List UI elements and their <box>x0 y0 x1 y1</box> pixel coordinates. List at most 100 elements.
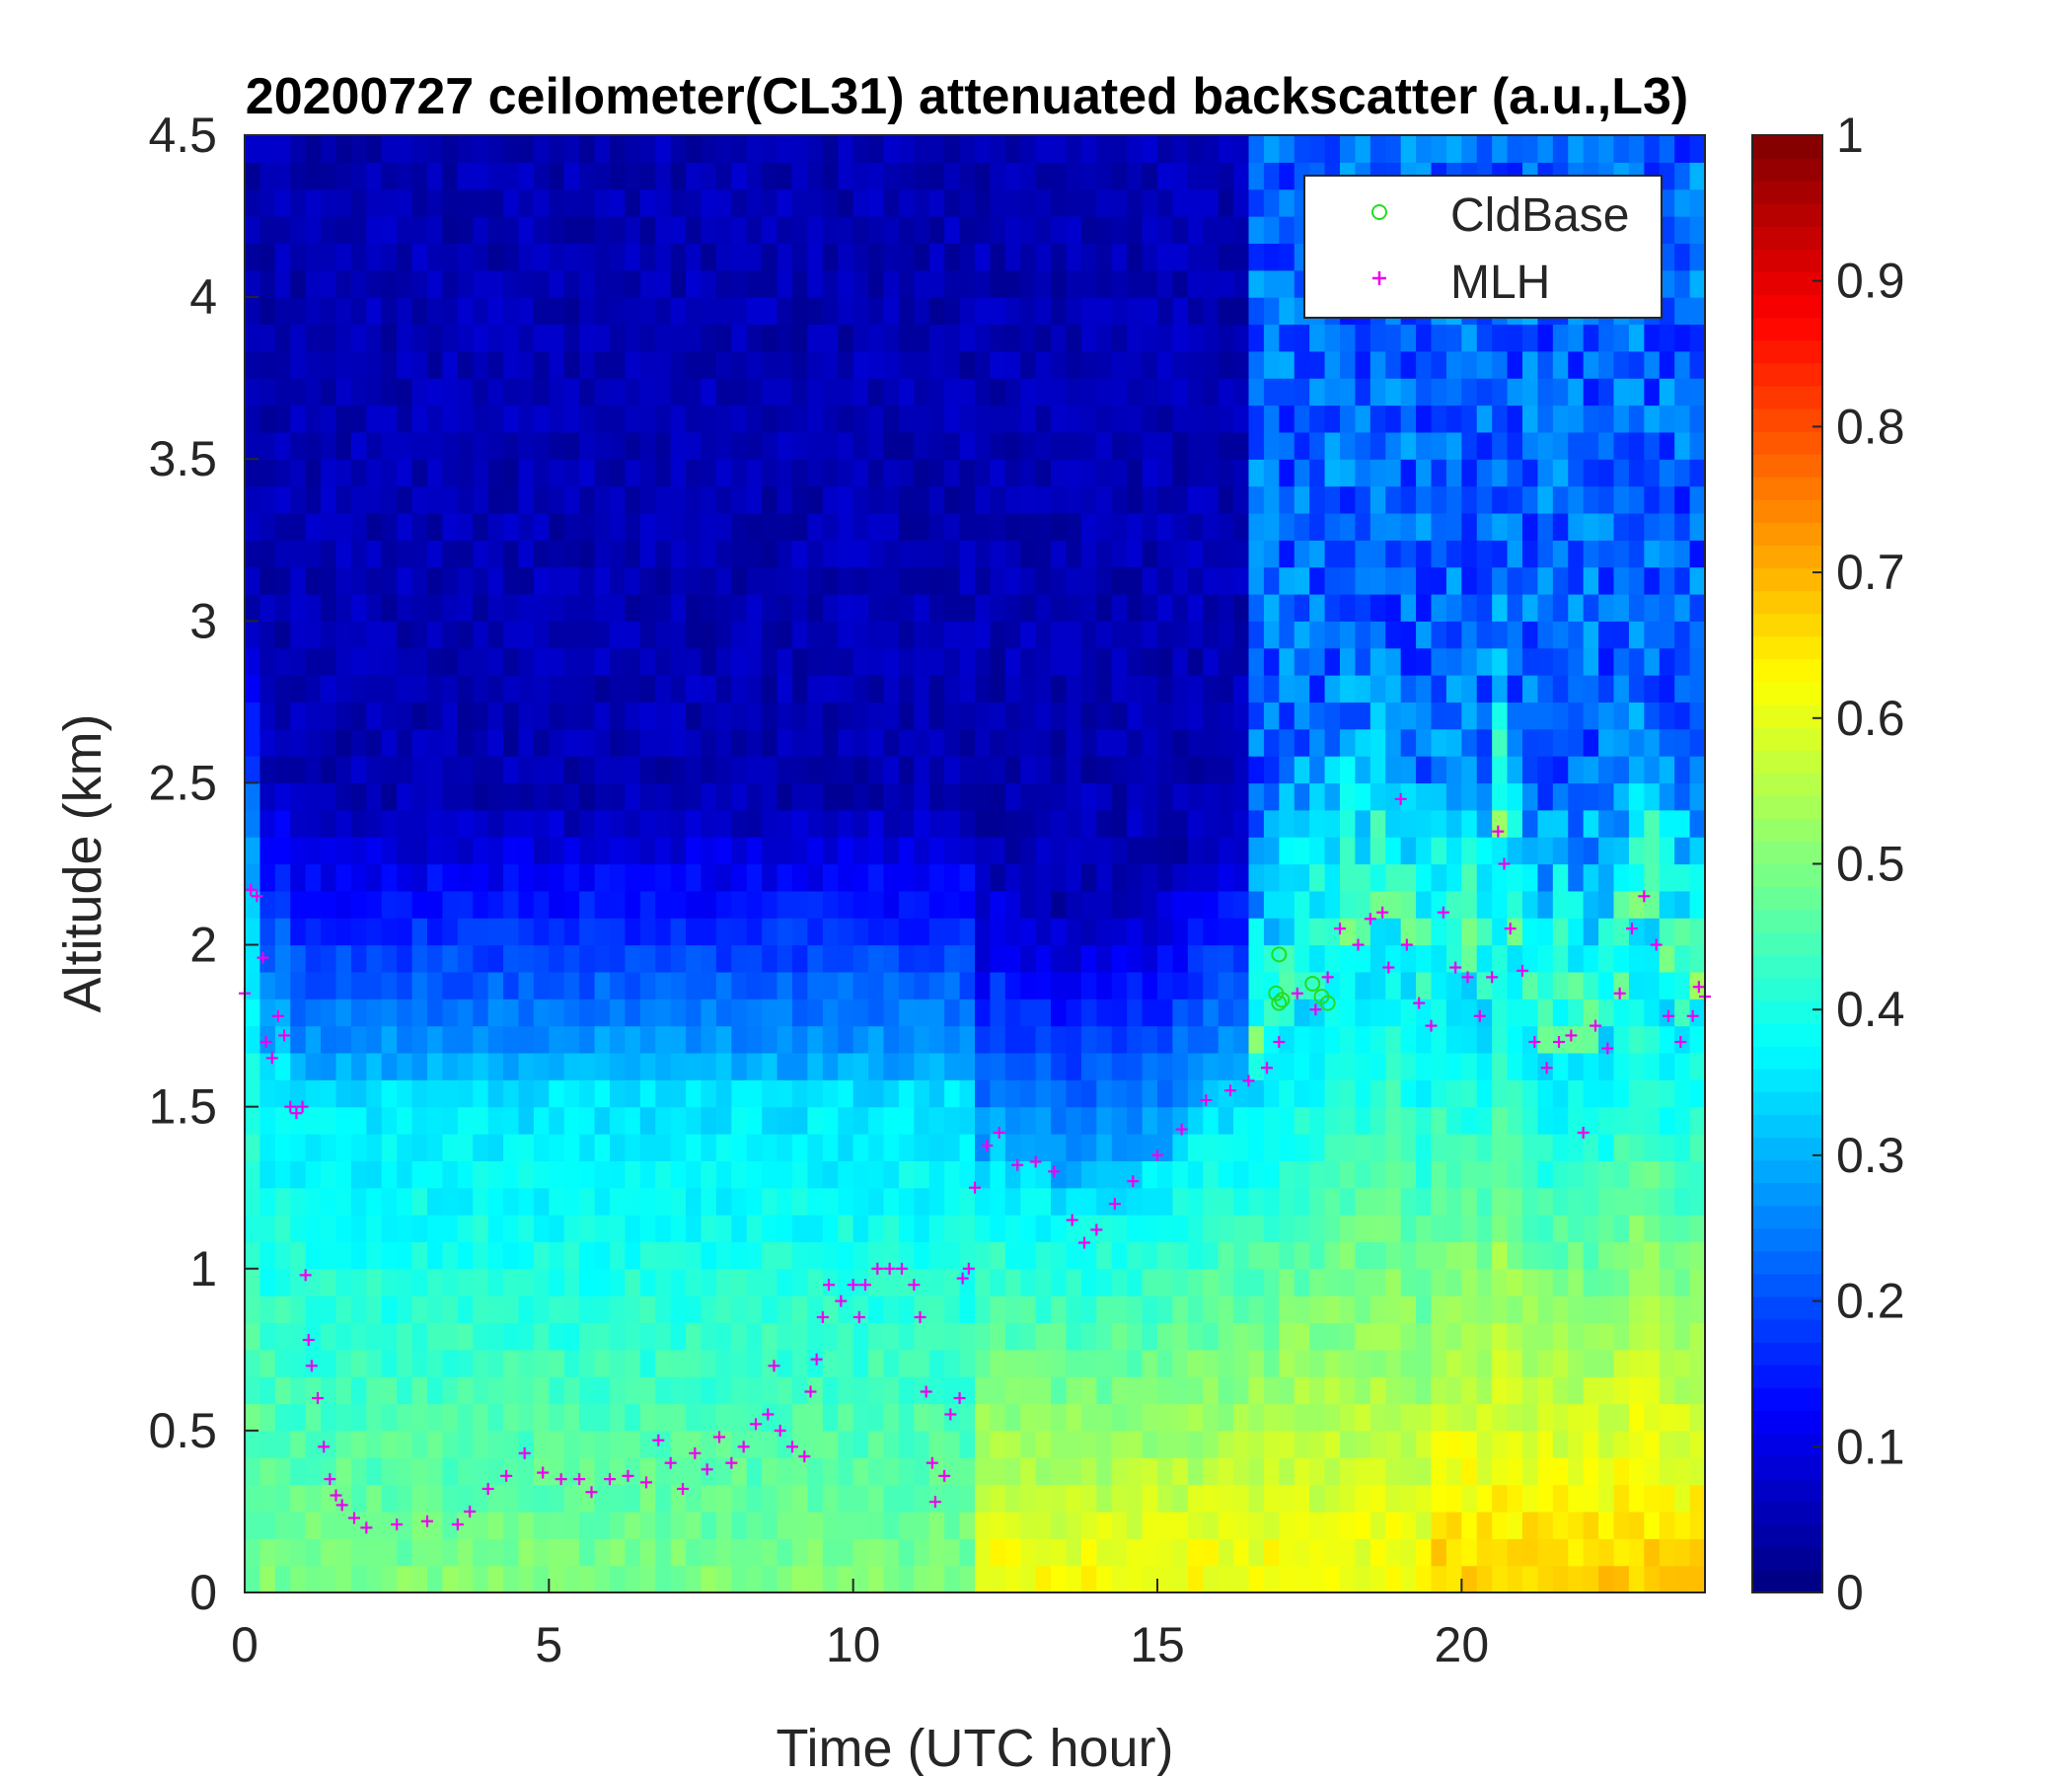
heatmap-cell <box>852 269 869 298</box>
heatmap-cell <box>686 1025 703 1054</box>
heatmap-cell <box>487 1565 504 1593</box>
heatmap-cell <box>1340 1106 1357 1135</box>
heatmap-cell <box>1492 1215 1509 1243</box>
heatmap-cell <box>1157 1160 1174 1189</box>
heatmap-cell <box>1248 297 1265 326</box>
heatmap-cell <box>1507 999 1523 1027</box>
heatmap-cell <box>990 405 1006 433</box>
heatmap-cell <box>655 756 672 784</box>
heatmap-cell <box>563 1376 580 1405</box>
heatmap-cell <box>822 1457 839 1486</box>
heatmap-cell <box>639 890 656 919</box>
heatmap-cell <box>457 1025 474 1054</box>
heatmap-cell <box>1263 782 1280 811</box>
heatmap-cell <box>366 809 383 838</box>
heatmap-cell <box>990 1268 1006 1296</box>
heatmap-cell <box>1537 1079 1554 1108</box>
heatmap-cell <box>746 431 763 460</box>
heatmap-cell <box>442 1322 459 1351</box>
heatmap-cell <box>1552 809 1569 838</box>
heatmap-cell <box>746 890 763 919</box>
heatmap-cell <box>1355 405 1371 433</box>
heatmap-cell <box>944 971 961 999</box>
heatmap-cell <box>1568 135 1585 163</box>
heatmap-cell <box>335 459 352 487</box>
heatmap-cell <box>1583 1538 1599 1567</box>
heatmap-cell <box>1628 999 1645 1027</box>
heatmap-cell <box>746 350 763 379</box>
heatmap-cell <box>701 971 717 999</box>
heatmap-cell <box>746 1430 763 1458</box>
heatmap-cell <box>1172 1376 1189 1405</box>
heatmap-cell <box>594 728 611 757</box>
heatmap-cell <box>259 243 276 271</box>
heatmap-cell <box>746 1106 763 1135</box>
heatmap-cell <box>1111 1430 1128 1458</box>
heatmap-cell <box>914 378 930 407</box>
heatmap-cell <box>1461 1079 1478 1108</box>
heatmap-cell <box>1203 756 1220 784</box>
heatmap-cell <box>321 809 337 838</box>
heatmap-cell <box>1324 1134 1341 1161</box>
heatmap-cell <box>1142 297 1158 326</box>
heatmap-cell <box>1218 1160 1234 1189</box>
heatmap-cell <box>777 1134 793 1161</box>
heatmap-cell <box>1233 971 1250 999</box>
heatmap-cell <box>792 621 809 649</box>
heatmap-cell <box>1218 647 1234 676</box>
heatmap-cell <box>1522 1538 1539 1567</box>
heatmap-cell <box>1628 756 1645 784</box>
heatmap-cell <box>777 485 793 514</box>
heatmap-cell <box>959 809 976 838</box>
heatmap-cell <box>1431 1511 1447 1539</box>
heatmap-cell <box>975 540 992 568</box>
heatmap-cell <box>715 324 732 352</box>
heatmap-cell <box>579 728 596 757</box>
heatmap-cell <box>639 918 656 946</box>
heatmap-cell <box>1613 1079 1630 1108</box>
heatmap-cell <box>1507 1511 1523 1539</box>
heatmap-cell <box>1142 135 1158 163</box>
heatmap-cell <box>549 944 565 973</box>
heatmap-cell <box>838 216 854 245</box>
heatmap-cell <box>715 918 732 946</box>
heatmap-cell <box>1628 675 1645 703</box>
heatmap-cell <box>1248 1241 1265 1270</box>
heatmap-cell <box>1066 756 1082 784</box>
heatmap-cell <box>503 1349 520 1377</box>
heatmap-cell <box>1324 1430 1341 1458</box>
heatmap-cell <box>1628 1295 1645 1324</box>
heatmap-cell <box>1598 890 1615 919</box>
heatmap-cell <box>1218 216 1234 245</box>
heatmap-cell <box>427 647 444 676</box>
heatmap-cell <box>975 1241 992 1270</box>
heatmap-cell <box>549 459 565 487</box>
heatmap-cell <box>852 297 869 326</box>
heatmap-cell <box>1080 1565 1097 1593</box>
heatmap-cell <box>975 431 992 460</box>
heatmap-cell <box>1248 1295 1265 1324</box>
heatmap-cell <box>1263 863 1280 892</box>
heatmap-cell <box>579 1187 596 1216</box>
heatmap-cell <box>1628 431 1645 460</box>
heatmap-cell <box>411 243 428 271</box>
heatmap-cell <box>670 485 687 514</box>
heatmap-cell <box>1385 621 1402 649</box>
heatmap-cell <box>1020 378 1037 407</box>
heatmap-cell <box>1127 1187 1144 1216</box>
heatmap-cell <box>944 1430 961 1458</box>
heatmap-cell <box>290 809 307 838</box>
heatmap-cell <box>686 405 703 433</box>
heatmap-cell <box>381 1322 398 1351</box>
heatmap-cell <box>1568 1295 1585 1324</box>
heatmap-cell <box>1142 324 1158 352</box>
heatmap-cell <box>1279 1079 1295 1108</box>
heatmap-cell <box>1020 621 1037 649</box>
heatmap-cell <box>1051 1134 1068 1161</box>
heatmap-cell <box>442 1403 459 1432</box>
heatmap-cell <box>579 1025 596 1054</box>
heatmap-cell <box>822 728 839 757</box>
heatmap-cell <box>807 459 824 487</box>
heatmap-cell <box>335 243 352 271</box>
heatmap-cell <box>944 675 961 703</box>
